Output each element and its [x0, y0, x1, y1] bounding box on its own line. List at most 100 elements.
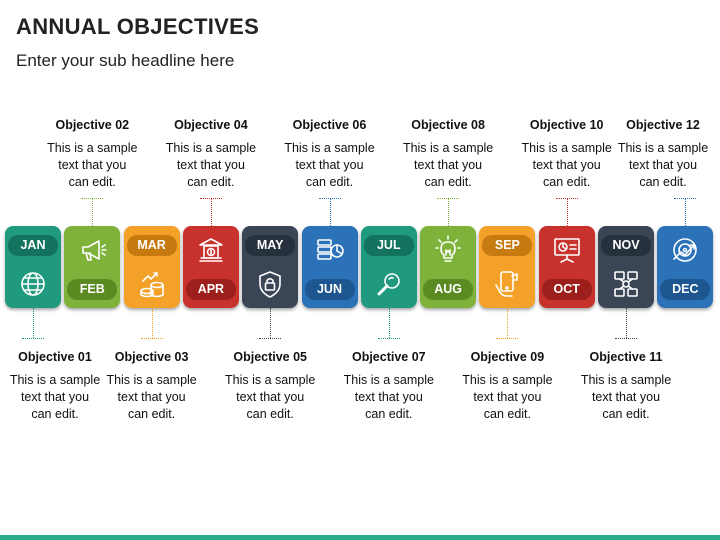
objective-title: Objective 06 [292, 118, 367, 132]
month-card-aug: AUG [420, 226, 477, 308]
page-subtitle: Enter your sub headline here [16, 51, 235, 70]
connector-cap [259, 338, 282, 339]
connector-line [33, 308, 34, 338]
objective-7: Objective 07 This is a sample text that yo… [334, 350, 444, 423]
objective-title: Objective 10 [529, 118, 604, 132]
objective-title: Objective 09 [470, 350, 545, 364]
objective-text-line: text that you [473, 390, 542, 404]
month-label: AUG [423, 279, 474, 300]
month-card-jul: JUL [360, 226, 417, 308]
objective-text-line: This is a sample [165, 141, 257, 155]
objective-title: Objective 03 [114, 350, 189, 364]
month-card-jun: JUN [301, 226, 358, 308]
month-card-mar: MAR [123, 226, 180, 308]
server-chart-icon [315, 235, 345, 265]
objective-title: Objective 05 [233, 350, 308, 364]
objective-title: Objective 11 [589, 350, 663, 364]
month-card-sep: SEP [479, 226, 536, 308]
objective-text-line: text that you [532, 158, 601, 172]
objective-text: This is a sample text that you can edit. [452, 372, 562, 423]
connector-cap [555, 198, 578, 199]
globe-icon [18, 269, 48, 299]
bank-icon [196, 235, 226, 265]
connector-line [329, 198, 331, 226]
month-label: OCT [541, 279, 592, 300]
objective-10: Objective 10 This is a sample text that yo… [512, 118, 622, 191]
page-title: ANNUAL OBJECTIVES [16, 14, 260, 39]
hand-phone-icon [492, 269, 522, 299]
objective-text-line: text that you [58, 158, 127, 172]
month-label: JUN [304, 279, 355, 300]
objective-text-line: text that you [628, 158, 698, 172]
shield-lock-icon [255, 269, 285, 299]
objective-title: Objective 04 [174, 118, 248, 132]
connector-cap [81, 198, 104, 199]
objective-text-line: can edit. [187, 175, 235, 189]
connector-line [151, 308, 153, 338]
month-label: JAN [8, 235, 58, 256]
objective-6: Objective 06 This is a sample text that yo… [275, 118, 385, 191]
connector-line [270, 308, 272, 338]
objective-text-line: This is a sample [47, 141, 138, 155]
connector-cap [674, 198, 697, 199]
objective-text-line: This is a sample [580, 373, 672, 387]
objective-text-line: This is a sample [106, 373, 197, 387]
objective-text-line: text that you [354, 390, 423, 404]
month-label: APR [185, 279, 236, 300]
month-card-may: MAY [242, 226, 299, 308]
objective-title: Objective 02 [55, 118, 130, 132]
connector-line [685, 198, 687, 226]
month-label: JUL [363, 235, 414, 256]
objective-text-line: can edit. [31, 407, 79, 421]
bottom-accent-bar [0, 535, 720, 540]
objective-text: This is a sample text that you can edit. [334, 372, 444, 423]
objective-text: This is a sample text that you can edit. [608, 140, 718, 191]
month-label: FEB [67, 279, 118, 300]
objective-4: Objective 04 This is a sample text that yo… [156, 118, 266, 191]
connector-cap [377, 338, 400, 339]
objective-text-line: can edit. [305, 175, 354, 189]
objective-text-line: can edit. [639, 175, 687, 189]
connector-cap [318, 198, 341, 199]
objective-title: Objective 08 [411, 118, 485, 132]
month-label: NOV [601, 235, 651, 256]
objective-text-line: can edit. [127, 407, 176, 421]
megaphone-icon [77, 235, 108, 265]
objective-1: Objective 01 This is a sample text that yo… [0, 350, 110, 423]
objective-text-line: text that you [295, 158, 364, 172]
month-card-apr: APR [182, 226, 239, 308]
objective-text: This is a sample text that you can edit. [512, 140, 622, 191]
objective-11: Objective 11 This is a sample text that yo… [571, 350, 681, 423]
objective-9: Objective 09 This is a sample text that yo… [452, 350, 562, 423]
connector-line [210, 198, 212, 226]
objective-text: This is a sample text that you can edit. [156, 140, 266, 191]
objective-text-line: This is a sample [9, 373, 101, 387]
target-growth-icon [670, 235, 700, 265]
objective-text-line: can edit. [424, 175, 472, 189]
connector-line [448, 198, 450, 226]
objective-text-line: text that you [591, 390, 661, 404]
objective-text-line: This is a sample [402, 141, 494, 155]
objective-text-line: text that you [236, 390, 305, 404]
lightbulb-icon [433, 235, 463, 265]
objective-text-line: This is a sample [343, 373, 434, 387]
objective-5: Objective 05 This is a sample text that yo… [215, 350, 325, 423]
objective-title: Objective 01 [18, 350, 92, 364]
objective-text-line: This is a sample [617, 141, 709, 155]
month-label: SEP [482, 235, 533, 256]
objective-text-line: This is a sample [284, 141, 375, 155]
month-label: DEC [660, 279, 711, 300]
coins-growth-icon [137, 269, 167, 299]
objective-text: This is a sample text that you can edit. [0, 372, 110, 423]
month-card-dec: DEC [657, 226, 714, 308]
objective-text: This is a sample text that you can edit. [215, 372, 325, 423]
objective-text-line: can edit. [602, 407, 650, 421]
connector-cap [140, 338, 163, 339]
connector-cap [199, 198, 222, 199]
connector-line [507, 308, 509, 338]
objective-text-line: This is a sample [462, 373, 553, 387]
connector-line [388, 308, 390, 338]
connector-cap [22, 338, 44, 339]
connector-cap [437, 198, 460, 199]
month-card-feb: FEB [64, 226, 121, 308]
